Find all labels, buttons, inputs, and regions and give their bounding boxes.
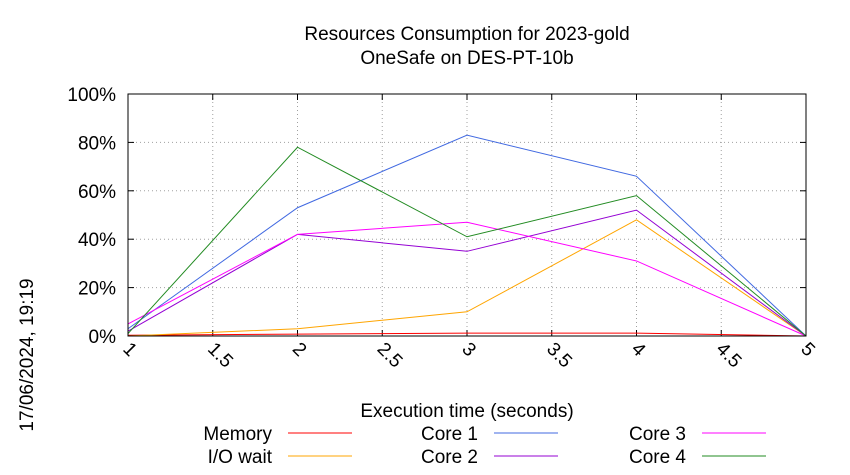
y-tick-label: 20% <box>78 279 116 300</box>
timestamp-label: 17/06/2024, 19:19 <box>17 278 38 431</box>
series-lines <box>127 134 807 337</box>
x-tick-label: 2.5 <box>373 339 407 373</box>
series-line-core-1 <box>127 134 807 337</box>
y-tick-label: 80% <box>78 133 116 154</box>
legend-label-core-3: Core 3 <box>629 424 686 445</box>
y-tick-label: 100% <box>67 85 116 106</box>
y-tick-label: 60% <box>78 182 116 203</box>
x-tick-label: 4.5 <box>712 339 746 373</box>
y-tick-label: 40% <box>78 230 116 251</box>
legend-label-core-4: Core 4 <box>629 447 686 468</box>
x-tick-label: 4 <box>627 339 650 362</box>
legend-label-i-o-wait: I/O wait <box>208 447 273 468</box>
series-line-core-4 <box>127 146 807 337</box>
x-tick-label: 5 <box>796 339 818 361</box>
y-tick-label: 0% <box>89 327 117 348</box>
x-tick-label: 1.5 <box>203 339 237 373</box>
legend-label-core-2: Core 2 <box>421 447 478 468</box>
series-line-memory <box>127 332 807 337</box>
x-tick-label: 3.5 <box>542 339 576 373</box>
plot-frame <box>127 93 807 337</box>
legend-label-memory: Memory <box>203 424 272 445</box>
grid <box>127 93 807 337</box>
series-line-i-o-wait <box>127 219 807 337</box>
series-line-core-3 <box>127 221 807 337</box>
x-tick-label: 3 <box>457 339 479 361</box>
series-line-core-2 <box>127 209 807 337</box>
x-tick-label: 2 <box>288 339 310 361</box>
legend-label-core-1: Core 1 <box>421 424 478 445</box>
x-axis-label: Execution time (seconds) <box>360 401 573 422</box>
y-axis-ticks: 0% 20% 40% 60% 80% 100% <box>67 85 806 348</box>
x-tick-label: 1 <box>118 339 140 361</box>
chart-subtitle: OneSafe on DES-PT-10b <box>360 48 573 69</box>
chart-title: Resources Consumption for 2023-gold <box>304 24 629 45</box>
